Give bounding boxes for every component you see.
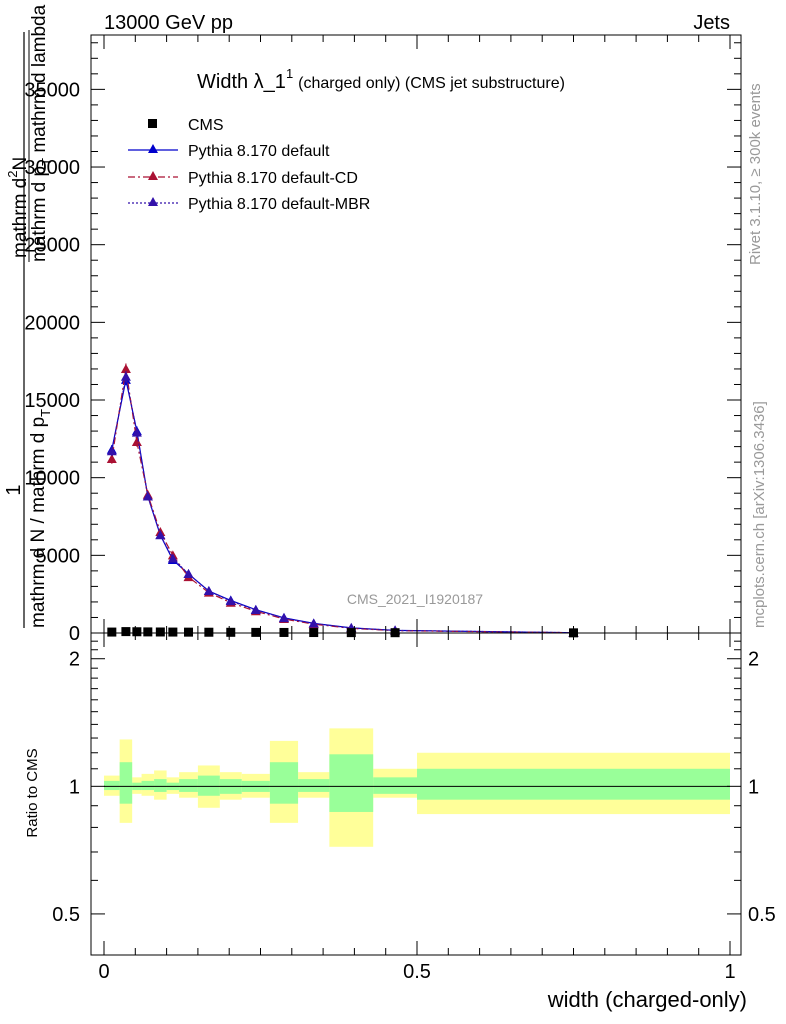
marker-mbr xyxy=(278,613,289,623)
mcplots-label: mcplots.cern.ch [arXiv:1306.3436] xyxy=(751,401,768,628)
ylabel-inner-num-main: mathrm d xyxy=(10,178,31,258)
series-line-cd xyxy=(111,368,574,634)
cms-data-point xyxy=(143,627,153,637)
ylabel-inner-den-main: mathrm d p xyxy=(29,166,50,262)
ylabel-inner-denominator: mathrm d pT mathrm d lambda xyxy=(29,4,54,262)
legend-label-mbr: Pythia 8.170 default-MBR xyxy=(188,196,370,213)
ratio-axis-label: Ratio to CMS xyxy=(24,748,41,837)
x-tick-label: 0.5 xyxy=(403,961,431,983)
cms-data-point xyxy=(132,627,142,637)
cms-data-point xyxy=(184,627,194,637)
ratio-band-inner xyxy=(154,779,167,792)
title-rest: (charged only) (CMS jet substructure) xyxy=(298,75,565,92)
header-process: Jets xyxy=(693,12,730,34)
ratio-tick-label-right: 1 xyxy=(748,776,759,798)
legend-label-cd: Pythia 8.170 default-CD xyxy=(188,170,358,187)
marker-mbr xyxy=(167,553,178,563)
chart-title: Width λ_11 (charged only) (CMS jet substr… xyxy=(197,66,565,93)
ratio-tick-label-right: 0.5 xyxy=(748,904,776,926)
ratio-band-inner xyxy=(119,762,133,804)
ratio-panel: 0 0.5 1 0.5 0.5 1 1 2 2 Ratio to CMS width (char… xyxy=(24,632,776,1012)
ratio-tick-label-left: 0.5 xyxy=(52,904,80,926)
marker-cd xyxy=(131,436,142,446)
title-sup: 1 xyxy=(286,66,293,81)
cms-data-point xyxy=(155,627,165,637)
marker-mbr xyxy=(120,371,131,381)
legend-label-cms: CMS xyxy=(188,117,224,134)
ylabel-inner-num-sup: 2 xyxy=(5,171,20,178)
ylabel-inner-den-tail: mathrm d lambda xyxy=(29,4,50,158)
y-tick-label: 10000 xyxy=(24,468,80,490)
legend-marker-mbr xyxy=(148,197,158,206)
y-tick-label: 5000 xyxy=(36,545,81,567)
cms-data-point xyxy=(279,627,289,637)
legend: CMS Pythia 8.170 default Pythia 8.170 de… xyxy=(128,117,370,213)
main-panel: 0 5000 10000 15000 20000 25000 30000 35000 CMS_… xyxy=(3,4,742,645)
ratio-band-inner xyxy=(197,775,220,796)
y-tick-label: 0 xyxy=(69,623,80,645)
cms-data-point xyxy=(107,627,117,637)
ratio-band-inner xyxy=(417,768,730,800)
ratio-tick-label-left: 2 xyxy=(69,649,80,671)
ylabel-outer-den-sub: T xyxy=(38,409,53,417)
x-tick-label: 0 xyxy=(98,961,109,983)
legend-marker-cms xyxy=(148,119,157,128)
header-energy: 13000 GeV pp xyxy=(104,12,233,34)
watermark: CMS_2021_I1920187 xyxy=(347,591,483,607)
cms-data-point xyxy=(121,627,131,637)
marker-mbr xyxy=(308,618,319,628)
ratio-tick-label-left: 1 xyxy=(69,776,80,798)
ratio-band-inner xyxy=(329,754,374,812)
marker-mbr xyxy=(106,446,117,456)
x-axis-label: width (charged-only) xyxy=(547,987,747,1012)
ratio-band-inner xyxy=(179,779,198,792)
cms-data-point xyxy=(204,627,214,637)
ratio-band-inner xyxy=(104,780,120,791)
marker-cd xyxy=(106,454,117,464)
y-axis-label: 1 mathrm d N / mathrm d pT mathrm d2N ma… xyxy=(3,4,54,628)
rivet-label: Rivet 3.1.10, ≥ 300k events xyxy=(747,83,764,265)
ratio-data-layer xyxy=(104,728,730,847)
marker-mbr xyxy=(250,605,261,615)
y-tick-label: 15000 xyxy=(24,390,80,412)
series-line-mbr xyxy=(111,376,574,634)
ylabel-outer-numerator: 1 xyxy=(3,484,25,495)
series-line-default xyxy=(111,379,574,634)
marker-mbr xyxy=(155,530,166,540)
ratio-band-inner xyxy=(298,779,330,792)
ratio-band-inner xyxy=(141,780,155,791)
marker-mbr xyxy=(142,491,153,501)
title-main: Width λ_1 xyxy=(197,71,286,93)
legend-marker-default xyxy=(148,144,158,153)
y-tick-label: 25000 xyxy=(24,235,80,257)
marker-mbr xyxy=(203,586,214,596)
cms-data-point xyxy=(168,627,178,637)
legend-marker-cd xyxy=(148,171,158,180)
ratio-band-inner xyxy=(373,777,417,794)
main-ticks: 0 5000 10000 15000 20000 25000 30000 35000 xyxy=(24,35,741,645)
ylabel-outer-denominator: mathrm d N / mathrm d pT xyxy=(28,409,53,628)
x-tick-label: 1 xyxy=(724,961,735,983)
ratio-tick-label-right: 2 xyxy=(748,649,759,671)
ratio-frame xyxy=(90,632,742,956)
ylabel-outer-den-main: mathrm d N / mathrm d p xyxy=(28,417,49,628)
ylabel-inner-numerator: mathrm d2N xyxy=(5,157,31,258)
marker-mbr xyxy=(225,596,236,606)
y-tick-label: 30000 xyxy=(24,157,80,179)
ylabel-inner-num-tail: N xyxy=(10,157,31,171)
y-tick-label: 35000 xyxy=(24,79,80,101)
cms-data-point xyxy=(226,627,236,637)
marker-mbr xyxy=(183,568,194,578)
cms-data-point xyxy=(251,627,261,637)
ratio-ticks: 0 0.5 1 0.5 0.5 1 1 2 2 xyxy=(52,633,776,983)
main-data-layer xyxy=(106,363,579,638)
marker-mbr xyxy=(131,427,142,437)
marker-cd xyxy=(120,363,131,373)
legend-label-default: Pythia 8.170 default xyxy=(188,143,330,160)
ratio-band-inner xyxy=(269,762,299,804)
ylabel-inner-den-sub: T xyxy=(39,158,54,166)
y-tick-label: 20000 xyxy=(24,312,80,334)
